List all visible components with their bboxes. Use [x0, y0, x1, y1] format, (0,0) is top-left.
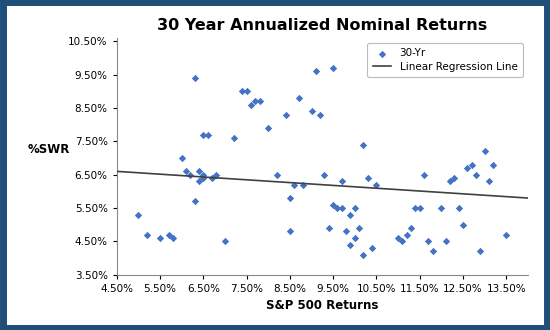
30-Yr — [329, 202, 338, 207]
30-Yr — [290, 182, 299, 187]
30-Yr — [411, 205, 420, 211]
30-Yr — [359, 142, 368, 148]
30-Yr — [142, 232, 151, 237]
30-Yr — [346, 212, 355, 217]
30-Yr — [134, 212, 143, 217]
30-Yr — [169, 235, 178, 241]
30-Yr — [463, 165, 472, 171]
Title: 30 Year Annualized Nominal Returns: 30 Year Annualized Nominal Returns — [157, 18, 487, 33]
30-Yr — [229, 135, 238, 141]
30-Yr — [324, 225, 333, 231]
30-Yr — [446, 179, 454, 184]
30-Yr — [437, 205, 446, 211]
30-Yr — [337, 205, 346, 211]
30-Yr — [420, 172, 428, 177]
30-Yr — [350, 235, 359, 241]
30-Yr — [368, 246, 377, 251]
30-Yr — [424, 239, 433, 244]
30-Yr — [415, 205, 424, 211]
30-Yr — [311, 69, 320, 74]
30-Yr — [337, 179, 346, 184]
30-Yr — [471, 172, 480, 177]
30-Yr — [428, 249, 437, 254]
30-Yr — [204, 132, 212, 137]
30-Yr — [476, 249, 485, 254]
X-axis label: S&P 500 Returns: S&P 500 Returns — [266, 299, 378, 312]
30-Yr — [441, 239, 450, 244]
30-Yr — [359, 252, 368, 257]
30-Yr — [454, 205, 463, 211]
30-Yr — [502, 232, 510, 237]
30-Yr — [468, 162, 476, 167]
30-Yr — [402, 232, 411, 237]
30-Yr — [186, 172, 195, 177]
Legend: 30-Yr, Linear Regression Line: 30-Yr, Linear Regression Line — [367, 43, 522, 77]
30-Yr — [355, 225, 364, 231]
30-Yr — [450, 176, 459, 181]
30-Yr — [251, 99, 260, 104]
30-Yr — [199, 172, 208, 177]
30-Yr — [221, 239, 229, 244]
30-Yr — [489, 162, 498, 167]
30-Yr — [364, 176, 372, 181]
30-Yr — [480, 149, 489, 154]
30-Yr — [195, 179, 204, 184]
30-Yr — [394, 235, 403, 241]
30-Yr — [156, 235, 164, 241]
30-Yr — [195, 169, 204, 174]
30-Yr — [212, 172, 221, 177]
30-Yr — [207, 176, 216, 181]
30-Yr — [238, 89, 246, 94]
30-Yr — [182, 169, 190, 174]
30-Yr — [246, 102, 255, 107]
30-Yr — [307, 109, 316, 114]
30-Yr — [190, 199, 199, 204]
30-Yr — [372, 182, 381, 187]
30-Yr — [485, 179, 493, 184]
30-Yr — [272, 172, 281, 177]
30-Yr — [199, 176, 208, 181]
30-Yr — [242, 89, 251, 94]
30-Yr — [255, 99, 264, 104]
30-Yr — [285, 229, 294, 234]
30-Yr — [299, 182, 307, 187]
30-Yr — [285, 195, 294, 201]
30-Yr — [164, 232, 173, 237]
30-Yr — [350, 205, 359, 211]
30-Yr — [320, 172, 329, 177]
30-Yr — [177, 155, 186, 161]
30-Yr — [294, 95, 303, 101]
30-Yr — [406, 225, 415, 231]
30-Yr — [190, 75, 199, 81]
30-Yr — [333, 205, 342, 211]
30-Yr — [459, 222, 468, 227]
30-Yr — [329, 65, 338, 71]
30-Yr — [264, 125, 273, 131]
30-Yr — [346, 242, 355, 248]
30-Yr — [342, 229, 350, 234]
30-Yr — [316, 112, 324, 117]
30-Yr — [281, 112, 290, 117]
30-Yr — [398, 239, 407, 244]
30-Yr — [199, 132, 208, 137]
Y-axis label: %SWR: %SWR — [28, 143, 70, 156]
